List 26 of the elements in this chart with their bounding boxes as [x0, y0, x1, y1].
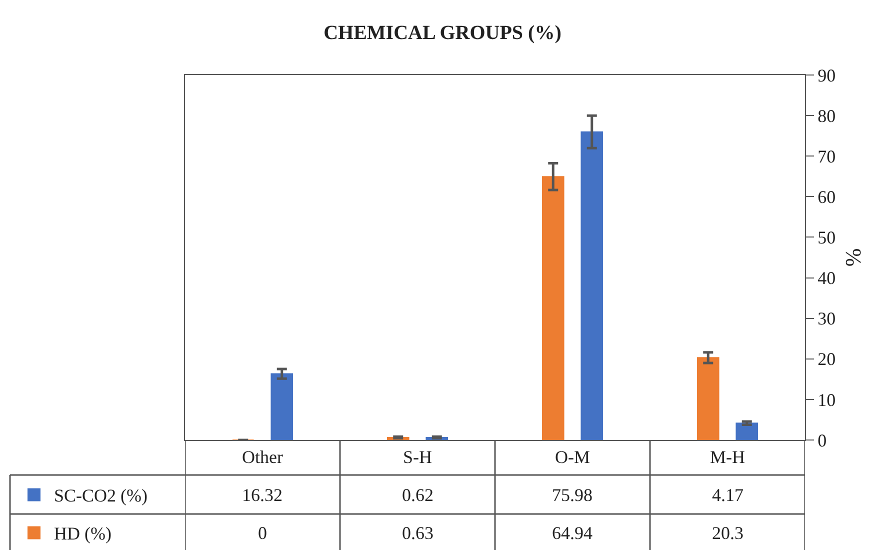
x-tick-label: M-H	[710, 447, 745, 467]
y-tick-label: 70	[818, 146, 836, 166]
legend-label: HD (%)	[54, 524, 112, 544]
legend-label: SC-CO2 (%)	[54, 486, 148, 506]
data-label: 0.63	[402, 523, 434, 543]
y-tick-label: 60	[818, 186, 836, 207]
data-label: 64.94	[552, 523, 592, 543]
chart-title: CHEMICAL GROUPS (%)	[324, 22, 562, 44]
y-tick-label: 20	[818, 349, 836, 370]
data-label: 20.3	[712, 523, 744, 543]
data-label: 4.17	[712, 485, 744, 505]
y-tick-label: 30	[818, 308, 836, 329]
data-label: 0.62	[402, 485, 434, 505]
y-tick-label: 80	[818, 106, 836, 126]
y-tick-label: 0	[818, 430, 827, 450]
y-tick-label: 90	[818, 65, 836, 86]
x-tick-label: S-H	[403, 447, 432, 467]
y-tick-label: 50	[818, 228, 836, 248]
y-tick-label: 40	[818, 268, 836, 288]
data-label: 16.32	[242, 485, 282, 505]
x-tick-label: O-M	[555, 447, 590, 467]
y-tick-label: 10	[818, 390, 836, 410]
data-label: 0	[258, 523, 267, 543]
data-label: 75.98	[552, 485, 592, 505]
y-axis-title: %	[840, 248, 866, 267]
x-tick-label: Other	[242, 447, 283, 467]
